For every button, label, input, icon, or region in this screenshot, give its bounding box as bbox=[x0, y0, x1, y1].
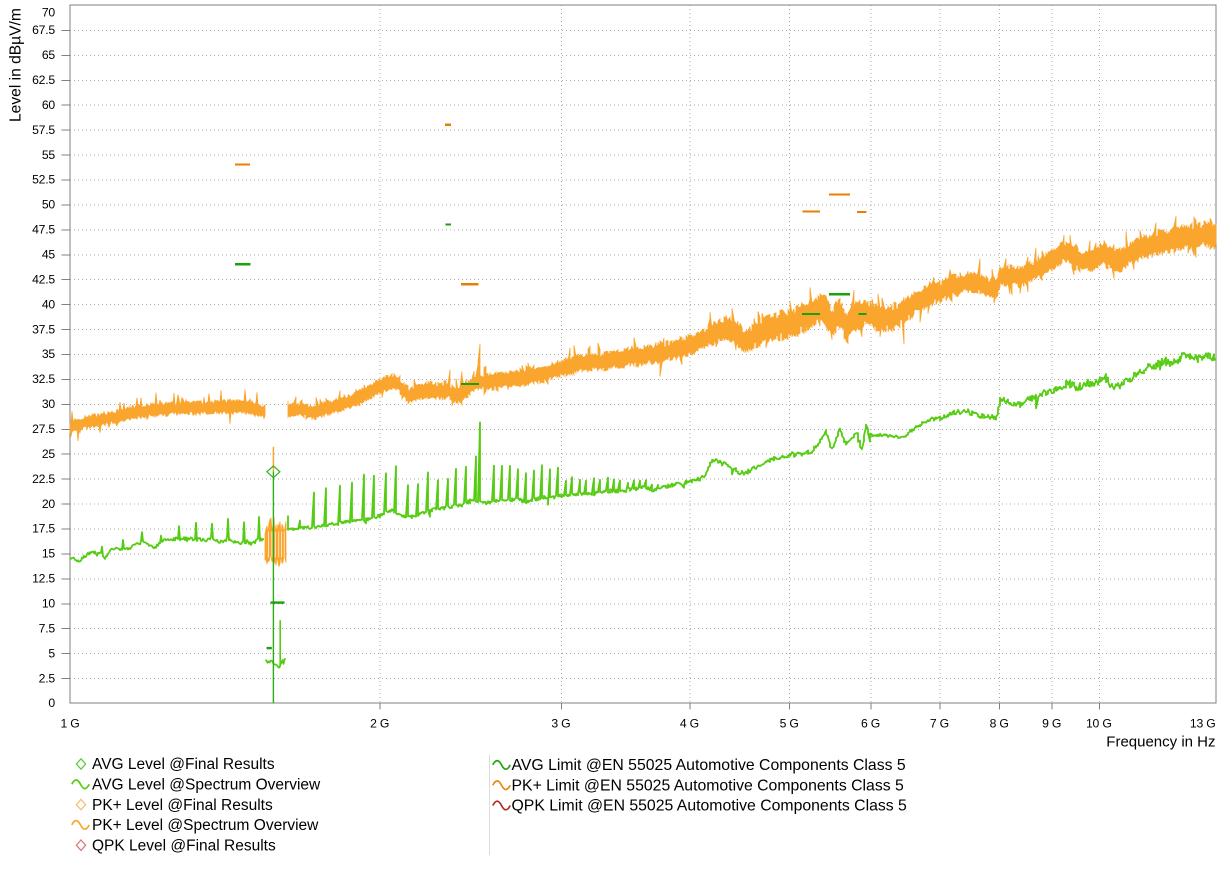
svg-text:9 G: 9 G bbox=[1042, 717, 1061, 731]
svg-text:4 G: 4 G bbox=[680, 717, 699, 731]
svg-text:12.5: 12.5 bbox=[32, 572, 55, 586]
svg-text:32.5: 32.5 bbox=[32, 372, 55, 386]
svg-text:65: 65 bbox=[42, 48, 56, 62]
svg-text:PK+ Level @Spectrum Overview: PK+ Level @Spectrum Overview bbox=[92, 817, 319, 834]
svg-text:AVG Limit @EN 55025 Automotive: AVG Limit @EN 55025 Automotive Component… bbox=[512, 757, 906, 774]
svg-text:67.5: 67.5 bbox=[32, 23, 55, 37]
svg-text:13 G: 13 G bbox=[1190, 717, 1216, 731]
svg-text:1 G: 1 G bbox=[60, 717, 79, 731]
svg-text:55: 55 bbox=[42, 148, 56, 162]
svg-text:PK+ Limit @EN 55025 Automotive: PK+ Limit @EN 55025 Automotive Component… bbox=[512, 777, 904, 794]
svg-text:7.5: 7.5 bbox=[39, 621, 56, 635]
svg-text:10: 10 bbox=[42, 597, 56, 611]
svg-text:AVG Level @Final Results: AVG Level @Final Results bbox=[92, 756, 275, 773]
svg-text:7 G: 7 G bbox=[930, 717, 949, 731]
svg-text:22.5: 22.5 bbox=[32, 472, 55, 486]
svg-text:8 G: 8 G bbox=[990, 717, 1009, 731]
svg-text:Frequency in Hz: Frequency in Hz bbox=[1106, 734, 1215, 751]
svg-text:35: 35 bbox=[42, 347, 56, 361]
svg-text:QPK Level @Final Results: QPK Level @Final Results bbox=[92, 837, 276, 854]
svg-text:25: 25 bbox=[42, 447, 56, 461]
svg-text:40: 40 bbox=[42, 297, 56, 311]
svg-text:70: 70 bbox=[42, 6, 56, 20]
svg-text:15: 15 bbox=[42, 547, 56, 561]
svg-text:27.5: 27.5 bbox=[32, 422, 55, 436]
svg-text:2 G: 2 G bbox=[370, 717, 389, 731]
svg-text:45: 45 bbox=[42, 248, 56, 262]
svg-text:6 G: 6 G bbox=[861, 717, 880, 731]
svg-text:60: 60 bbox=[42, 98, 56, 112]
svg-text:57.5: 57.5 bbox=[32, 123, 55, 137]
svg-text:50: 50 bbox=[42, 198, 56, 212]
svg-text:52.5: 52.5 bbox=[32, 173, 55, 187]
svg-text:20: 20 bbox=[42, 497, 56, 511]
svg-text:2.5: 2.5 bbox=[39, 671, 56, 685]
svg-text:62.5: 62.5 bbox=[32, 73, 55, 87]
svg-text:47.5: 47.5 bbox=[32, 223, 55, 237]
svg-text:Level in dBµV/m: Level in dBµV/m bbox=[8, 8, 25, 122]
svg-text:AVG Level @Spectrum Overview: AVG Level @Spectrum Overview bbox=[92, 777, 321, 794]
svg-text:0: 0 bbox=[48, 696, 55, 710]
svg-text:3 G: 3 G bbox=[551, 717, 570, 731]
svg-text:5: 5 bbox=[48, 646, 55, 660]
svg-text:42.5: 42.5 bbox=[32, 272, 55, 286]
svg-text:30: 30 bbox=[42, 397, 56, 411]
svg-text:PK+ Level @Final Results: PK+ Level @Final Results bbox=[92, 797, 273, 814]
svg-text:17.5: 17.5 bbox=[32, 522, 55, 536]
svg-text:5 G: 5 G bbox=[780, 717, 799, 731]
svg-text:QPK Limit @EN 55025 Automotive: QPK Limit @EN 55025 Automotive Component… bbox=[512, 798, 908, 815]
svg-text:37.5: 37.5 bbox=[32, 322, 55, 336]
svg-text:10 G: 10 G bbox=[1086, 717, 1112, 731]
